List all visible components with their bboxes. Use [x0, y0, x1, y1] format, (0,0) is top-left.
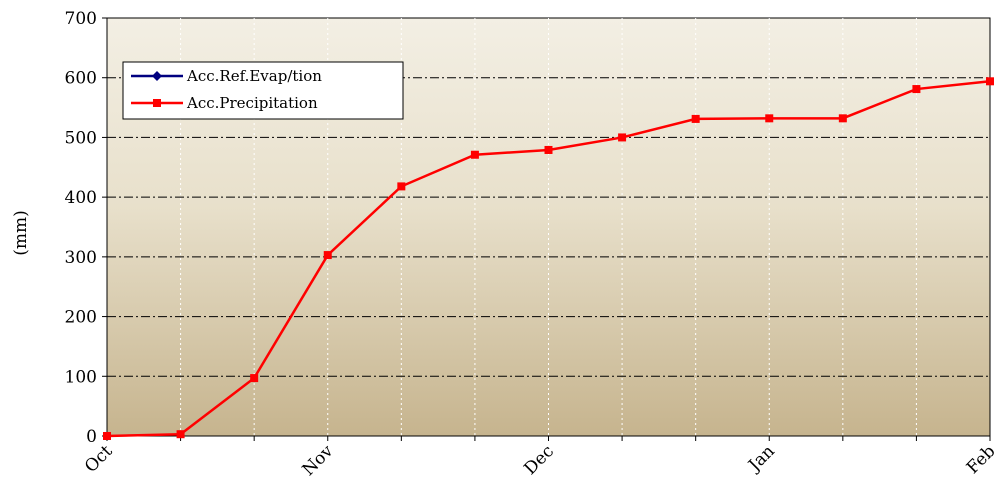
x-axis: Oct Nov Dec Jan Feb: [81, 436, 1000, 480]
data-point-marker: [103, 432, 111, 440]
legend-box: [122, 61, 404, 120]
data-point-marker: [838, 114, 847, 123]
y-axis-title: (mm): [11, 210, 31, 256]
y-tick-label: 500: [65, 128, 97, 148]
data-point-marker: [470, 150, 479, 159]
x-tick-label: Feb: [963, 441, 1000, 478]
x-tick-label: Jan: [743, 441, 778, 476]
y-axis: 0 100 200 300 400 500 600 700: [65, 9, 107, 447]
data-point-marker: [986, 77, 994, 86]
data-point-marker: [691, 114, 700, 123]
legend-marker: [153, 99, 161, 107]
legend-label: Acc.Ref.Evap/tion: [186, 67, 322, 85]
data-point-marker: [250, 374, 259, 383]
horizontal-gridlines: [107, 77, 990, 377]
y-tick-label: 200: [65, 308, 97, 328]
data-point-marker: [544, 145, 553, 154]
legend-label: Acc.Precipitation: [186, 94, 318, 112]
y-tick-label: 400: [65, 188, 97, 208]
x-tick-label: Nov: [299, 441, 338, 480]
y-tick-label: 100: [65, 367, 97, 387]
series-layer: [103, 77, 994, 440]
y-tick-label: 700: [65, 9, 97, 29]
legend-marker: [152, 71, 162, 81]
y-tick-label: 600: [65, 69, 97, 89]
data-point-marker: [618, 133, 627, 142]
data-point-marker: [397, 182, 406, 191]
y-tick-label: 300: [65, 248, 97, 268]
data-point-marker: [912, 85, 921, 94]
data-point-marker: [765, 114, 774, 123]
y-tick-label: 0: [86, 427, 97, 447]
data-point-marker: [323, 251, 332, 260]
data-point-marker: [176, 430, 185, 439]
x-tick-label: Dec: [520, 441, 558, 479]
legend: Acc.Ref.Evap/tion Acc.Precipitation: [122, 61, 404, 120]
